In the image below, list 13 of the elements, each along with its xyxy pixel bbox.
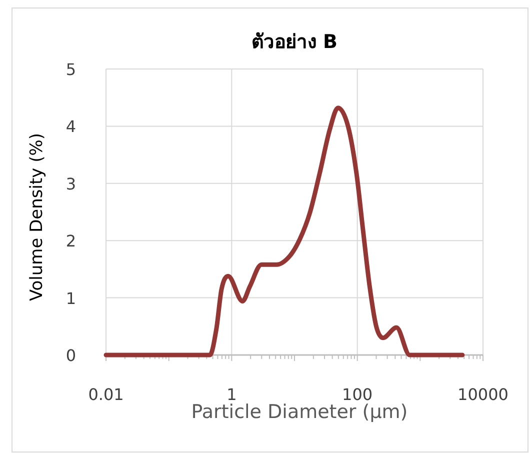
y-tick-label: 2	[66, 232, 76, 251]
x-tick-label: 1	[226, 385, 237, 404]
chart-title: ตัวอย่าง B	[251, 31, 338, 53]
y-tick-label: 5	[66, 60, 76, 79]
x-tick-label: 0.01	[88, 385, 124, 404]
x-tick-label: 10000	[458, 385, 508, 404]
x-axis-title: Particle Diameter (µm)	[191, 401, 408, 423]
y-axis-title: Volume Density (%)	[27, 132, 47, 302]
x-tick-label: 100	[342, 385, 373, 404]
y-tick-label: 3	[66, 174, 76, 194]
y-tick-label: 1	[66, 288, 76, 308]
y-tick-label: 0	[66, 346, 76, 365]
y-tick-label: 4	[66, 117, 76, 136]
